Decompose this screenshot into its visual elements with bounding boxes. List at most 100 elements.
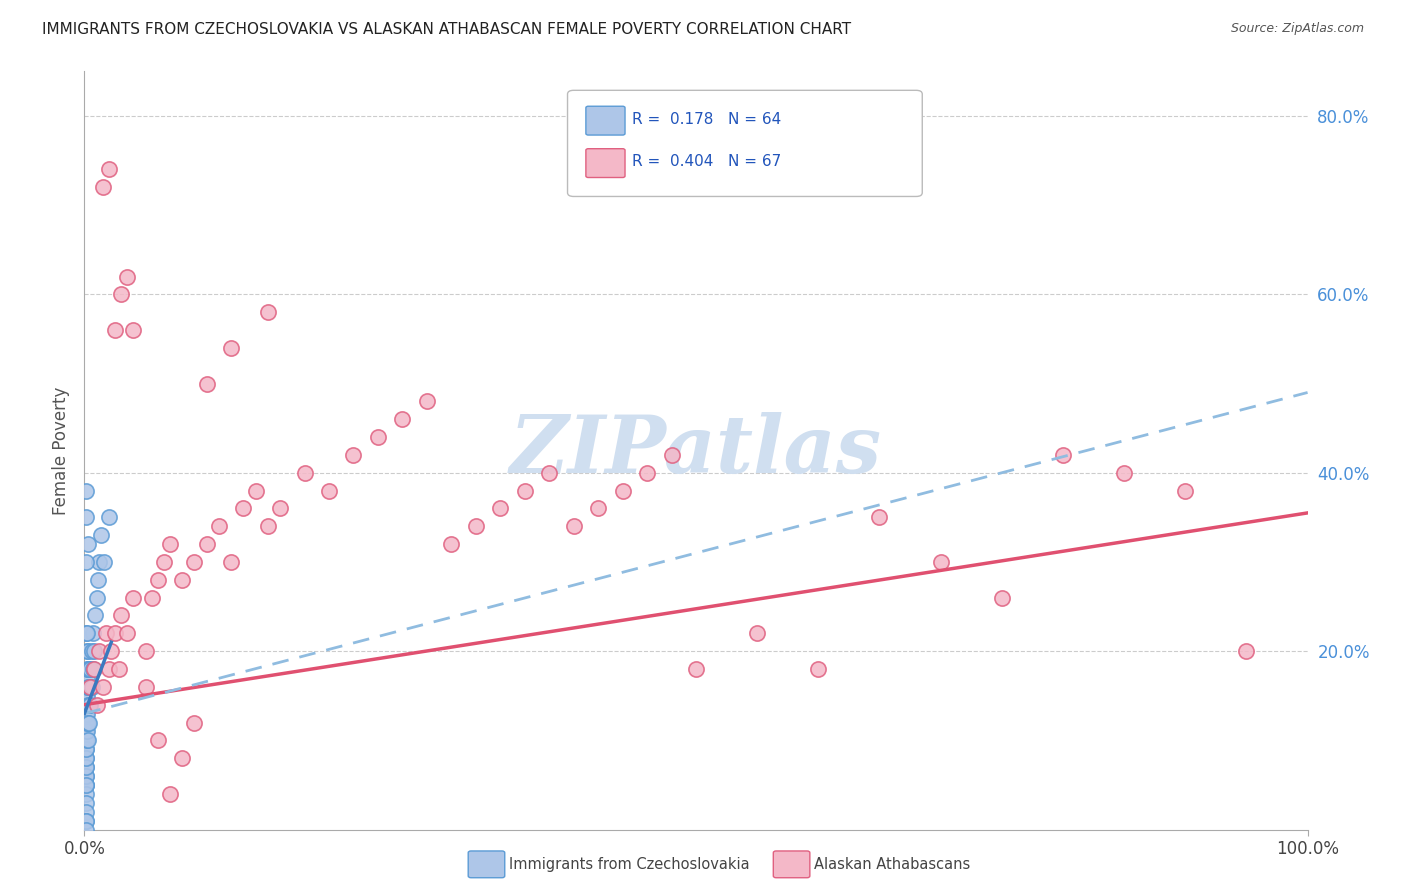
Point	[82, 662, 104, 676]
Point	[146, 573, 169, 587]
Point	[195, 537, 218, 551]
Point	[367, 430, 389, 444]
Point	[75, 805, 97, 819]
Point	[104, 323, 127, 337]
Point	[122, 591, 145, 605]
Point	[93, 555, 115, 569]
Point	[77, 680, 100, 694]
Point	[87, 644, 110, 658]
Point	[75, 787, 97, 801]
Point	[141, 591, 163, 605]
FancyBboxPatch shape	[586, 106, 626, 135]
Point	[135, 680, 157, 694]
Point	[76, 662, 98, 676]
Point	[75, 769, 97, 783]
Point	[75, 706, 97, 721]
Point	[159, 787, 181, 801]
Point	[75, 626, 97, 640]
Point	[195, 376, 218, 391]
Point	[294, 466, 316, 480]
Point	[153, 555, 176, 569]
Point	[75, 751, 97, 765]
Point	[75, 510, 97, 524]
Point	[77, 733, 100, 747]
Point	[869, 510, 891, 524]
Point	[172, 751, 194, 765]
Point	[318, 483, 340, 498]
Point	[107, 662, 129, 676]
Point	[122, 323, 145, 337]
Point	[97, 162, 120, 177]
Point	[612, 483, 634, 498]
Point	[91, 180, 114, 194]
Point	[75, 778, 97, 792]
Point	[208, 519, 231, 533]
Point	[76, 680, 98, 694]
Point	[86, 698, 108, 712]
Point	[75, 698, 97, 712]
Point	[79, 680, 101, 694]
Text: Immigrants from Czechoslovakia: Immigrants from Czechoslovakia	[509, 857, 749, 871]
Point	[991, 591, 1014, 605]
Point	[75, 769, 97, 783]
Point	[76, 626, 98, 640]
Point	[83, 662, 105, 676]
Point	[87, 573, 110, 587]
Point	[100, 644, 122, 658]
Point	[80, 644, 103, 658]
Point	[84, 608, 107, 623]
Point	[75, 724, 97, 739]
Point	[513, 483, 536, 498]
Point	[416, 394, 439, 409]
Point	[807, 662, 830, 676]
Point	[87, 555, 110, 569]
Point	[75, 715, 97, 730]
Point	[929, 555, 952, 569]
Point	[75, 555, 97, 569]
Point	[75, 796, 97, 810]
Point	[110, 287, 132, 301]
Point	[75, 733, 97, 747]
Point	[342, 448, 364, 462]
Point	[489, 501, 512, 516]
Point	[97, 662, 120, 676]
Point	[586, 501, 609, 516]
Point	[146, 733, 169, 747]
Point	[685, 662, 707, 676]
Point	[77, 680, 100, 694]
Point	[75, 483, 97, 498]
Point	[1174, 483, 1197, 498]
Point	[77, 715, 100, 730]
Point	[538, 466, 561, 480]
Point	[75, 742, 97, 756]
Text: Source: ZipAtlas.com: Source: ZipAtlas.com	[1230, 22, 1364, 36]
Point	[76, 698, 98, 712]
Y-axis label: Female Poverty: Female Poverty	[52, 386, 70, 515]
Point	[245, 483, 267, 498]
Point	[219, 341, 242, 355]
Text: Alaskan Athabascans: Alaskan Athabascans	[814, 857, 970, 871]
Point	[75, 689, 97, 703]
Point	[440, 537, 463, 551]
Point	[75, 742, 97, 756]
Point	[79, 662, 101, 676]
FancyBboxPatch shape	[568, 90, 922, 196]
Point	[76, 644, 98, 658]
Point	[115, 626, 138, 640]
Point	[75, 814, 97, 828]
Point	[76, 706, 98, 721]
Point	[75, 751, 97, 765]
Point	[1052, 448, 1074, 462]
Point	[80, 680, 103, 694]
Point	[115, 269, 138, 284]
Point	[391, 412, 413, 426]
Point	[79, 698, 101, 712]
Point	[1236, 644, 1258, 658]
Point	[90, 528, 112, 542]
Point	[110, 608, 132, 623]
Point	[172, 573, 194, 587]
Text: IMMIGRANTS FROM CZECHOSLOVAKIA VS ALASKAN ATHABASCAN FEMALE POVERTY CORRELATION : IMMIGRANTS FROM CZECHOSLOVAKIA VS ALASKA…	[42, 22, 851, 37]
Point	[75, 814, 97, 828]
Text: R =  0.178   N = 64: R = 0.178 N = 64	[633, 112, 782, 127]
Point	[79, 680, 101, 694]
